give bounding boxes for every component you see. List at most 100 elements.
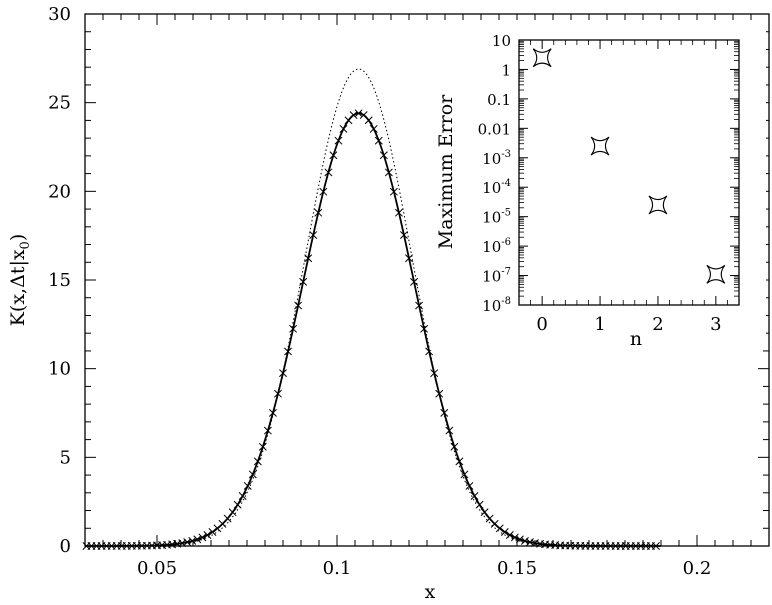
- main-series-marker: [415, 301, 424, 310]
- main-y-tick-label: 5: [60, 447, 71, 468]
- main-series-marker: [188, 536, 197, 545]
- inset-y-tick-label: 10-7: [482, 267, 511, 286]
- inset-data-point: [648, 195, 668, 215]
- main-x-axis-label: x: [425, 581, 436, 603]
- inset-x-tick-label: 0: [536, 314, 547, 335]
- main-x-tick-label: 0.05: [137, 558, 177, 579]
- main-series-marker: [334, 136, 343, 145]
- main-y-tick-label: 15: [48, 270, 71, 291]
- inset-data-point: [706, 264, 726, 284]
- main-series-marker: [319, 187, 328, 196]
- inset-y-tick-label: 10: [492, 32, 511, 50]
- inset-data-point: [532, 48, 552, 68]
- main-y-tick-label: 10: [48, 359, 71, 380]
- main-series-marker: [405, 254, 413, 263]
- inset-y-tick-label: 0.1: [487, 91, 511, 109]
- inset-x-tick-label: 2: [652, 314, 663, 335]
- main-series-marker: [339, 124, 348, 133]
- main-series-marker: [389, 187, 398, 196]
- main-series-marker: [500, 528, 509, 536]
- main-series-marker: [349, 111, 358, 120]
- inset-y-tick-label: 0.01: [478, 120, 511, 138]
- inset-y-tick-label: 10-5: [482, 208, 511, 227]
- main-series-marker: [384, 168, 393, 177]
- inset-y-tick-label: 1: [501, 61, 511, 79]
- inset-y-tick-label: 10-3: [482, 149, 511, 168]
- inset-y-tick-label: 10-8: [482, 296, 511, 315]
- main-series-marker: [248, 470, 257, 479]
- main-series-marker: [274, 389, 282, 398]
- main-series-marker: [309, 231, 318, 240]
- main-series-marker: [369, 124, 378, 133]
- main-series-marker: [460, 470, 469, 479]
- main-series-marker: [475, 500, 484, 509]
- main-series: [82, 68, 661, 550]
- main-series-marker: [364, 116, 373, 125]
- main-series-marker: [445, 426, 454, 435]
- inset-background: [430, 20, 766, 350]
- main-series-marker: [379, 151, 388, 160]
- inset-x-axis-label: n: [630, 328, 642, 350]
- main-series-marker: [183, 538, 192, 547]
- main-series-marker: [279, 369, 287, 378]
- main-series-marker: [400, 231, 408, 240]
- inset-points: [532, 48, 726, 284]
- main-series-marker: [374, 136, 383, 145]
- main-y-tick-label: 0: [60, 536, 71, 557]
- inset-ticks: [518, 39, 740, 306]
- main-series-marker: [299, 277, 308, 286]
- inset-y-axis-label: Maximum Error: [435, 94, 457, 249]
- main-x-tick-label: 0.1: [323, 558, 352, 579]
- main-series-marker: [284, 347, 292, 356]
- main-series-marker: [505, 531, 514, 539]
- inset-chart: 0 1 2 3 10 1 0.1 0.01 10-3 10-4 10-5 10-6 10-7 10-8 n…: [430, 20, 766, 350]
- main-series-marker: [450, 442, 459, 451]
- inset-x-tick-label: 1: [594, 314, 605, 335]
- main-series-marker: [520, 536, 529, 545]
- main-series-marker: [314, 208, 323, 217]
- main-series-marker: [652, 542, 660, 550]
- main-series-marker: [193, 535, 202, 544]
- inset-data-point: [590, 136, 610, 156]
- main-y-axis-label-close: ): [7, 234, 29, 241]
- main-series-marker: [465, 481, 474, 490]
- main-series-marker: [304, 254, 313, 263]
- main-series-marker: [268, 408, 277, 417]
- inset-x-tick-label: 3: [710, 314, 721, 335]
- inset-y-tick-label: 10-6: [482, 237, 511, 256]
- main-series-marker: [253, 457, 262, 466]
- main-series-marker: [430, 369, 439, 378]
- main-series-marker: [526, 538, 534, 547]
- main-series-marker: [470, 492, 479, 500]
- main-series-marker: [223, 514, 232, 523]
- main-y-tick-label: 30: [48, 4, 71, 25]
- main-series-marker: [440, 408, 449, 417]
- main-series-marker: [394, 208, 403, 217]
- main-series-marker: [238, 492, 247, 500]
- inset-y-tick-label: 10-4: [482, 178, 511, 197]
- main-y-axis-label-main: K(x,Δt|x: [7, 249, 29, 326]
- main-series-marker: [435, 389, 444, 398]
- main-series-marker: [354, 109, 363, 118]
- main-series-marker: [208, 528, 217, 536]
- main-series-marker: [329, 151, 338, 160]
- main-series-marker: [228, 508, 237, 517]
- main-series-marker: [515, 535, 524, 544]
- main-series-marker: [324, 168, 333, 177]
- main-series-marker: [495, 524, 504, 533]
- main-series-marker: [510, 533, 519, 542]
- main-series-marker: [480, 508, 489, 517]
- main-y-tick-label: 20: [48, 181, 71, 202]
- main-series-marker: [420, 324, 429, 333]
- inset-tick-labels: 0 1 2 3 10 1 0.1 0.01 10-3 10-4 10-5 10-6 10-7 10-8: [478, 32, 722, 335]
- main-y-axis-label: K(x,Δt|x0): [7, 234, 33, 327]
- main-series-marker: [294, 301, 303, 310]
- main-series-marker: [178, 539, 187, 548]
- main-series-marker: [410, 277, 418, 286]
- main-x-tick-label: 0.15: [497, 558, 537, 579]
- main-series-marker: [233, 500, 242, 509]
- main-series-marker: [198, 533, 207, 542]
